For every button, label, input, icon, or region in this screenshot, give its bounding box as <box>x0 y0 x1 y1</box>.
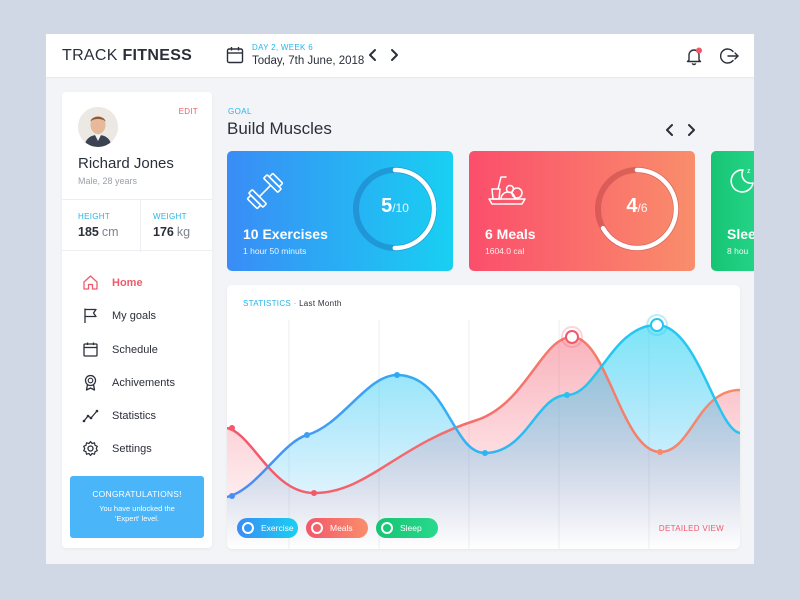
menu-item-statistics[interactable]: Statistics <box>62 403 212 429</box>
exercise-title: 10 Exercises <box>243 226 328 242</box>
stats-divider <box>140 200 141 252</box>
data-points <box>229 372 663 499</box>
height-number: 185 <box>78 225 99 239</box>
moon-icon: z <box>730 168 754 193</box>
calendar-icon[interactable] <box>226 46 244 64</box>
congrats-title: CONGRATULATIONS! <box>92 489 182 499</box>
menu-item-home[interactable]: Home <box>62 270 212 296</box>
exercise-progress-value: 5/10 <box>349 195 441 218</box>
sidebar: EDIT Richard Jones Male, 28 years HEIGHT… <box>62 92 212 548</box>
legend-meals-dot <box>311 522 323 534</box>
congrats-text: You have unlocked the 'Expert' level. <box>99 504 175 523</box>
statistics-title: STATISTICS <box>243 299 292 308</box>
menu-label-settings: Settings <box>112 443 152 455</box>
exercise-subtitle: 1 hour 50 minuts <box>243 246 307 256</box>
exercise-done: 5 <box>381 195 393 217</box>
meals-peak-marker[interactable] <box>561 326 583 348</box>
prev-goal-icon[interactable] <box>663 122 677 138</box>
app-window: TRACK FITNESS DAY 2, WEEK 6 Today, 7th J… <box>46 34 754 564</box>
legend-sleep-label: Sleep <box>400 523 422 533</box>
weight-unit: kg <box>176 225 191 239</box>
flag-icon <box>84 308 97 323</box>
meals-subtitle: 1604.0 cal <box>485 246 525 256</box>
logout-icon[interactable] <box>720 46 740 66</box>
user-avatar-icon <box>78 107 118 147</box>
exercise-peak-marker[interactable] <box>646 314 668 336</box>
sleep-card[interactable]: z Slee 8 hou <box>711 151 754 271</box>
exercise-total: /10 <box>392 201 409 215</box>
avatar[interactable] <box>78 107 118 147</box>
meals-done: 4 <box>626 195 638 217</box>
height-value: 185 cm <box>78 225 119 239</box>
menu-label-schedule: Schedule <box>112 344 158 356</box>
goal-label: GOAL <box>228 107 252 116</box>
menu-item-achivements[interactable]: Achivements <box>62 370 212 396</box>
legend-exercise-label: Exercise <box>261 523 294 533</box>
meal-icon <box>488 176 526 205</box>
home-icon <box>83 275 98 290</box>
meals-total: /6 <box>637 201 648 215</box>
brand-bold: FITNESS <box>122 47 193 64</box>
weight-number: 176 <box>153 225 174 239</box>
height-unit: cm <box>101 225 119 239</box>
medal-icon <box>84 374 97 391</box>
meals-progress-ring <box>595 167 679 251</box>
legend-meals-label: Meals <box>330 523 353 533</box>
sleep-title: Slee <box>727 226 754 242</box>
statistics-panel: STATISTICS · Last Month Exercise Meals S… <box>227 285 740 549</box>
achievement-banner[interactable]: CONGRATULATIONS! You have unlocked the '… <box>70 476 204 538</box>
gear-icon <box>83 440 98 457</box>
user-details: Male, 28 years <box>78 176 138 186</box>
prev-day-icon[interactable] <box>366 46 380 64</box>
body-stats: HEIGHT 185 cm WEIGHT 176 kg <box>62 199 212 252</box>
weight-value: 176 kg <box>153 225 190 239</box>
menu-label-my-goals: My goals <box>112 310 157 322</box>
current-date: Today, 7th June, 2018 <box>252 55 365 67</box>
menu-item-settings[interactable]: Settings <box>62 436 212 462</box>
statistics-period: Last Month <box>299 299 342 308</box>
goal-title: Build Muscles <box>227 119 332 138</box>
weight-label: WEIGHT <box>153 212 187 221</box>
menu-label-home: Home <box>112 277 143 289</box>
next-goal-icon[interactable] <box>684 122 698 138</box>
top-bar: TRACK FITNESS DAY 2, WEEK 6 Today, 7th J… <box>46 34 754 78</box>
menu-label-achivements: Achivements <box>112 377 175 389</box>
meals-card[interactable]: 6 Meals 1604.0 cal 4/6 <box>469 151 695 271</box>
meals-line <box>227 335 740 495</box>
brand-light: TRACK <box>62 47 118 64</box>
svg-text:z: z <box>747 168 751 175</box>
detailed-view-link[interactable]: DETAILED VIEW <box>658 524 724 533</box>
statistics-label: STATISTICS · Last Month <box>243 299 342 308</box>
app-logo: TRACK FITNESS <box>62 47 192 65</box>
notification-bell-icon[interactable] <box>684 46 704 66</box>
menu-item-my-goals[interactable]: My goals <box>62 303 212 329</box>
exercise-progress-ring <box>353 167 437 251</box>
statistics-chart <box>227 314 740 549</box>
menu-item-schedule[interactable]: Schedule <box>62 337 212 363</box>
legend-exercise[interactable]: Exercise <box>237 518 298 538</box>
legend-exercise-dot <box>242 522 254 534</box>
legend-sleep-dot <box>381 522 393 534</box>
next-day-icon[interactable] <box>387 46 401 64</box>
user-name: Richard Jones <box>78 155 174 172</box>
meals-title: 6 Meals <box>485 226 536 242</box>
legend-sleep[interactable]: Sleep <box>376 518 438 538</box>
height-label: HEIGHT <box>78 212 111 221</box>
calendar-icon <box>83 342 98 357</box>
legend-meals[interactable]: Meals <box>306 518 368 538</box>
meals-progress-value: 4/6 <box>591 195 683 218</box>
week-label: DAY 2, WEEK 6 <box>252 43 313 52</box>
sleep-subtitle: 8 hou <box>727 246 749 256</box>
exercise-card[interactable]: 10 Exercises 1 hour 50 minuts 5/10 <box>227 151 453 271</box>
dumbbell-icon <box>246 172 284 210</box>
exercise-area <box>227 325 740 549</box>
trend-icon <box>82 409 99 423</box>
menu-label-statistics: Statistics <box>112 410 157 422</box>
edit-profile-link[interactable]: EDIT <box>178 107 198 116</box>
